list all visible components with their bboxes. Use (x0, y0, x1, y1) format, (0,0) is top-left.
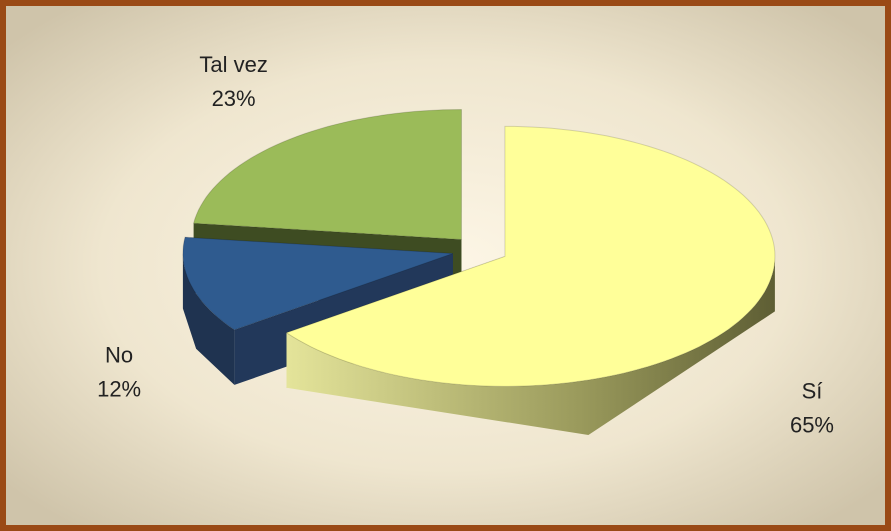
pie-slice (182, 236, 454, 331)
slice-side-wall (286, 256, 775, 435)
slice-value-label: 23% (212, 86, 256, 111)
slice-category-label: Tal vez (199, 52, 267, 77)
slice-category-label: Sí (802, 378, 823, 403)
pie-slice (192, 108, 463, 241)
pie-slice (285, 125, 776, 387)
slice-value-label: 12% (97, 376, 141, 401)
slice-value-label: 65% (790, 412, 834, 437)
slice-side-wall (182, 253, 235, 385)
slice-category-label: No (105, 342, 133, 367)
